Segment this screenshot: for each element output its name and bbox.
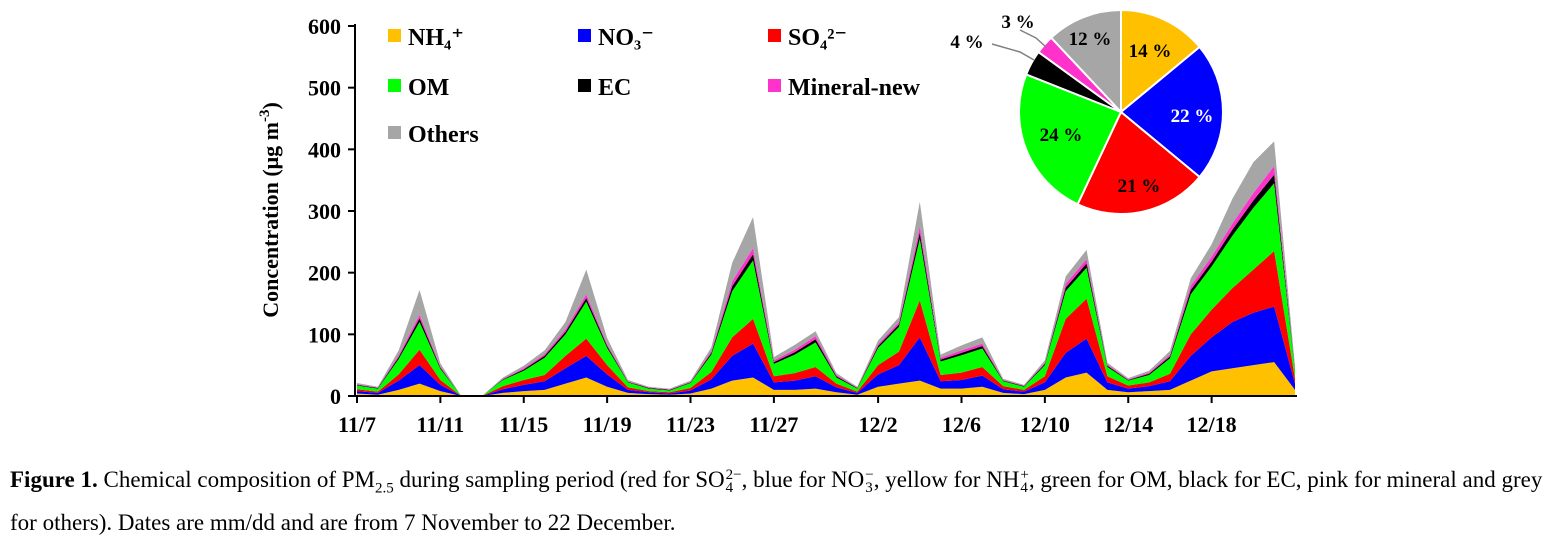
pie-leader-line [1019, 29, 1047, 48]
legend-swatch [578, 79, 591, 92]
x-tick-label: 12/6 [942, 412, 981, 437]
legend-swatch [388, 29, 401, 42]
pie-slice [1076, 110, 1201, 215]
caption-text-4: , yellow for NH [873, 467, 1020, 492]
y-tick-label: 500 [308, 76, 341, 101]
pie-slice [1049, 8, 1122, 115]
legend-swatch [768, 29, 781, 42]
chart-svg: 0 100 200 300 400 500 600 11/7 11/11 11/15 11/19 11… [257, 8, 1297, 437]
legend-label: SO₄²⁻ [788, 25, 847, 51]
pie-slice [1018, 73, 1123, 206]
x-tick-label: 12/10 [1020, 412, 1070, 437]
caption-pm-sub: 2.5 [375, 480, 394, 497]
area-series-0 [357, 362, 1295, 396]
legend-swatch [388, 126, 401, 139]
caption-text-1: Chemical composition of PM [97, 467, 375, 492]
stacked-area-plot [357, 141, 1295, 396]
caption-so4-sub: 4 [725, 479, 734, 496]
y-tick-label: 400 [308, 137, 341, 162]
y-tick-label: 300 [308, 199, 341, 224]
caption-lead: Figure 1. [10, 467, 98, 492]
legend-label: Others [408, 122, 479, 148]
legend: NH₄⁺ NO₃⁻ SO₄²⁻ OM EC Mineral-new Others [388, 25, 921, 148]
legend-label: Mineral-new [788, 75, 921, 101]
caption-text-5: , green for OM, black for EC, pink for m… [10, 467, 1543, 535]
caption-so4-script: 2− 4 [725, 466, 742, 496]
x-tick-label: 11/11 [417, 412, 465, 437]
y-tick-label: 100 [308, 322, 341, 347]
x-tick-label: 11/15 [499, 412, 548, 437]
pie-label: 24 % [1040, 125, 1083, 146]
x-tick-label: 12/14 [1103, 412, 1153, 437]
caption-no3-sub: 3 [865, 479, 873, 496]
pie-label: 22 % [1171, 106, 1214, 127]
caption-so4-sup: 2− [725, 466, 742, 483]
pie-label: 4 % [950, 32, 983, 53]
pie-chart: 14 % 22 % 21 % 24 % 4 % 3 % 12 % [950, 8, 1224, 215]
x-tick-label: 11/27 [749, 412, 798, 437]
legend-swatch [768, 79, 781, 92]
area-series-2 [357, 251, 1295, 396]
legend-swatch [388, 79, 401, 92]
legend-label: OM [408, 75, 449, 101]
x-tick-label: 11/19 [583, 412, 632, 437]
caption-text-3: , blue for NO [741, 467, 865, 492]
pie-label: 21 % [1118, 176, 1161, 197]
caption-nh4-script: +4 [1020, 466, 1029, 496]
legend-label: NH₄⁺ [408, 25, 464, 51]
pie-label: 12 % [1069, 29, 1112, 50]
legend-label: EC [598, 75, 631, 101]
y-tick-label: 600 [308, 14, 341, 39]
caption-nh4-sub: 4 [1020, 479, 1028, 496]
legend-swatch [578, 29, 591, 42]
legend-label: NO₃⁻ [598, 25, 654, 51]
caption-nh4-sup: + [1020, 466, 1029, 483]
caption-no3-script: −3 [865, 466, 874, 496]
x-tick-label: 12/2 [859, 412, 898, 437]
y-tick-label: 200 [308, 261, 341, 286]
area-series-1 [357, 306, 1295, 396]
x-tick-label: 11/23 [666, 412, 715, 437]
caption-text-2: during sampling period (red for SO [393, 467, 725, 492]
pie-slice [1120, 8, 1201, 115]
x-tick-label: 11/7 [338, 412, 376, 437]
pie-leader-line [991, 43, 1035, 61]
figure-caption: Figure 1. Chemical composition of PM2.5 … [10, 463, 1550, 539]
axes: 0 100 200 300 400 500 600 11/7 11/11 11/15 11/19 11… [257, 14, 1297, 437]
pie-label: 3 % [1001, 12, 1034, 33]
x-tick-label: 12/18 [1187, 412, 1237, 437]
pie-label: 14 % [1129, 41, 1172, 62]
y-tick-label: 0 [330, 384, 341, 409]
pie-slice [1119, 45, 1224, 179]
caption-no3-sup: − [865, 466, 874, 483]
y-axis-title: Concentration (μg m-3) [257, 102, 283, 318]
area-series-3 [357, 183, 1295, 396]
